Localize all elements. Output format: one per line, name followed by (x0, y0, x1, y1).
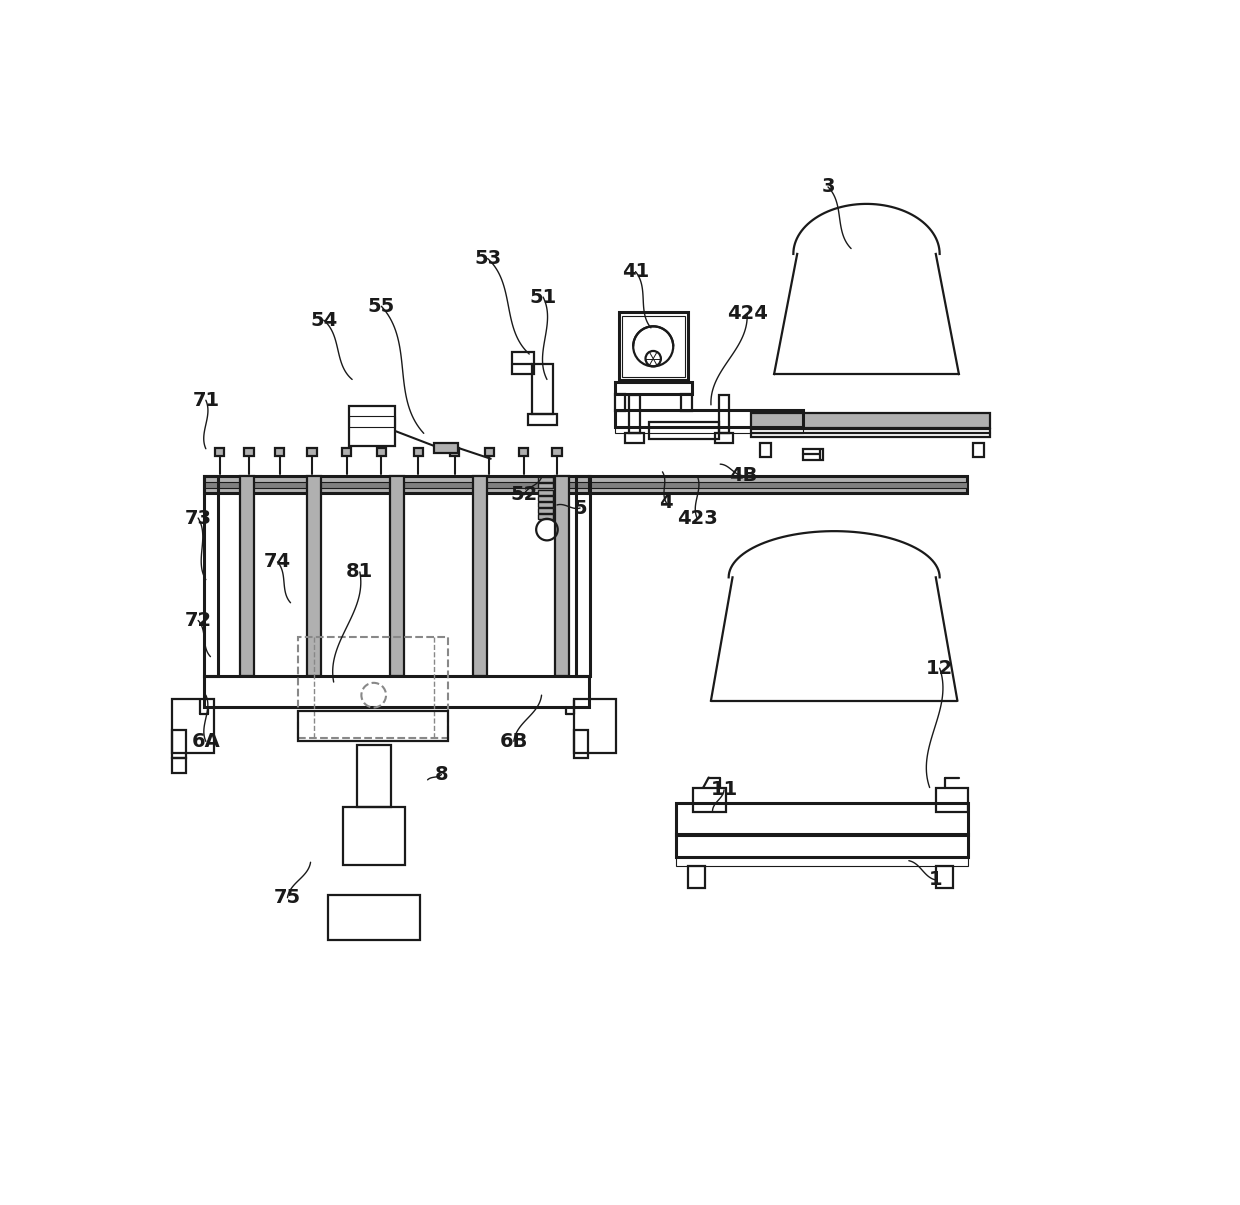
Bar (972, 443, 983, 457)
Bar (299, 637, 449, 737)
Bar (630, 395, 640, 434)
Bar (414, 448, 423, 455)
Bar (327, 895, 420, 940)
Bar (538, 489, 553, 494)
Bar (538, 477, 553, 482)
Bar (377, 448, 386, 455)
Text: 72: 72 (185, 611, 212, 630)
Bar (357, 745, 392, 807)
Bar (538, 483, 553, 488)
Text: 52: 52 (510, 486, 537, 505)
Bar (205, 476, 589, 493)
Bar (676, 803, 968, 835)
Bar (693, 788, 725, 812)
Text: 74: 74 (264, 552, 291, 571)
Text: 51: 51 (529, 288, 557, 306)
Bar (299, 711, 449, 741)
Bar (751, 412, 990, 428)
Bar (676, 857, 968, 866)
Bar (714, 434, 733, 442)
Bar (215, 448, 224, 455)
Text: 81: 81 (346, 563, 373, 582)
Bar (589, 476, 967, 493)
Text: 4: 4 (660, 493, 673, 512)
Bar (719, 395, 729, 434)
Bar (681, 394, 692, 411)
Bar (574, 699, 616, 753)
Bar (205, 476, 218, 676)
Bar (621, 316, 684, 377)
Bar (615, 382, 692, 394)
Text: 41: 41 (622, 263, 649, 281)
Bar (342, 448, 351, 455)
Bar (172, 730, 186, 758)
Bar (538, 515, 553, 519)
Text: 11: 11 (711, 781, 738, 799)
Bar (205, 482, 589, 488)
Bar (275, 448, 284, 455)
Bar (556, 476, 569, 676)
Text: 54: 54 (310, 311, 337, 330)
Text: 5: 5 (573, 499, 587, 517)
Bar (936, 866, 952, 888)
Bar (532, 364, 553, 415)
Bar (205, 676, 589, 706)
Bar (244, 448, 253, 455)
Bar (625, 434, 644, 442)
Bar (308, 448, 316, 455)
Bar (615, 410, 804, 428)
Bar (512, 353, 534, 374)
Text: 6A: 6A (191, 731, 221, 751)
Bar (472, 476, 487, 676)
Bar (676, 834, 968, 857)
Text: 55: 55 (368, 296, 396, 316)
Bar (577, 476, 590, 676)
Bar (350, 406, 396, 446)
Bar (172, 699, 215, 753)
Bar (450, 448, 459, 455)
Bar (615, 428, 804, 434)
Text: 53: 53 (474, 249, 501, 268)
Bar (434, 443, 459, 453)
Bar (528, 415, 557, 425)
Bar (485, 448, 494, 455)
Text: 6B: 6B (500, 731, 528, 751)
Bar (343, 807, 404, 864)
Bar (172, 758, 186, 772)
Bar (574, 730, 588, 758)
Bar (538, 509, 553, 513)
Bar (751, 429, 990, 437)
Bar (350, 417, 396, 428)
Text: 3: 3 (821, 177, 835, 196)
Text: 12: 12 (926, 659, 954, 677)
Bar (306, 476, 321, 676)
Text: 73: 73 (185, 509, 212, 528)
Bar (650, 422, 719, 439)
Text: 424: 424 (727, 305, 768, 323)
Bar (239, 476, 253, 676)
Bar (552, 448, 562, 455)
Bar (538, 495, 553, 501)
Bar (760, 443, 771, 457)
Text: 8: 8 (435, 765, 449, 784)
Bar (520, 448, 528, 455)
Text: 423: 423 (677, 509, 718, 528)
Bar (389, 476, 404, 676)
Text: 1: 1 (929, 870, 942, 889)
Bar (936, 788, 968, 812)
Bar (589, 482, 967, 488)
Text: 71: 71 (192, 390, 219, 410)
Bar (615, 394, 625, 411)
Bar (619, 312, 688, 381)
Bar (804, 448, 822, 459)
Bar (688, 866, 704, 888)
Text: 75: 75 (274, 888, 301, 907)
Text: 4B: 4B (729, 466, 758, 486)
Bar (538, 501, 553, 507)
